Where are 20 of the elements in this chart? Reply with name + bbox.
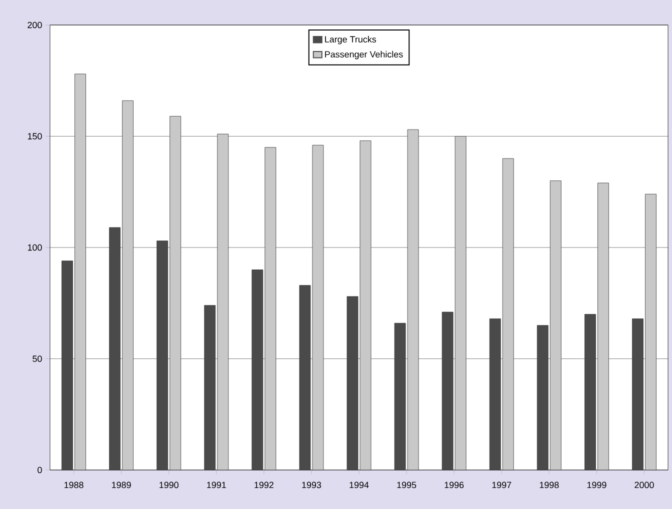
legend-label: Passenger Vehicles xyxy=(325,50,403,60)
x-tick-label: 1989 xyxy=(112,482,131,488)
x-tick-label: 1990 xyxy=(160,482,178,488)
x-tick-label: 2000 xyxy=(634,482,654,488)
x-tick-label: 1994 xyxy=(350,482,369,488)
x-tick-label: 1998 xyxy=(540,482,559,488)
x-tick-label: 1991 xyxy=(207,482,226,488)
y-tick-label: 100 xyxy=(28,244,42,251)
x-tick-label: 1993 xyxy=(302,482,322,488)
y-tick-label: 150 xyxy=(28,133,42,140)
y-tick-label: 50 xyxy=(32,356,42,362)
x-tick-label: 1995 xyxy=(397,482,416,488)
legend-label: Large Trucks xyxy=(325,36,376,44)
y-tick-label: 0 xyxy=(38,466,42,474)
x-tick-label: 1988 xyxy=(64,482,84,488)
x-tick-label: 1992 xyxy=(254,482,274,488)
x-tick-label: 1997 xyxy=(492,482,512,488)
x-tick-label: 1999 xyxy=(587,482,606,488)
y-tick-label: 200 xyxy=(28,22,42,28)
x-tick-label: 1996 xyxy=(444,482,464,488)
